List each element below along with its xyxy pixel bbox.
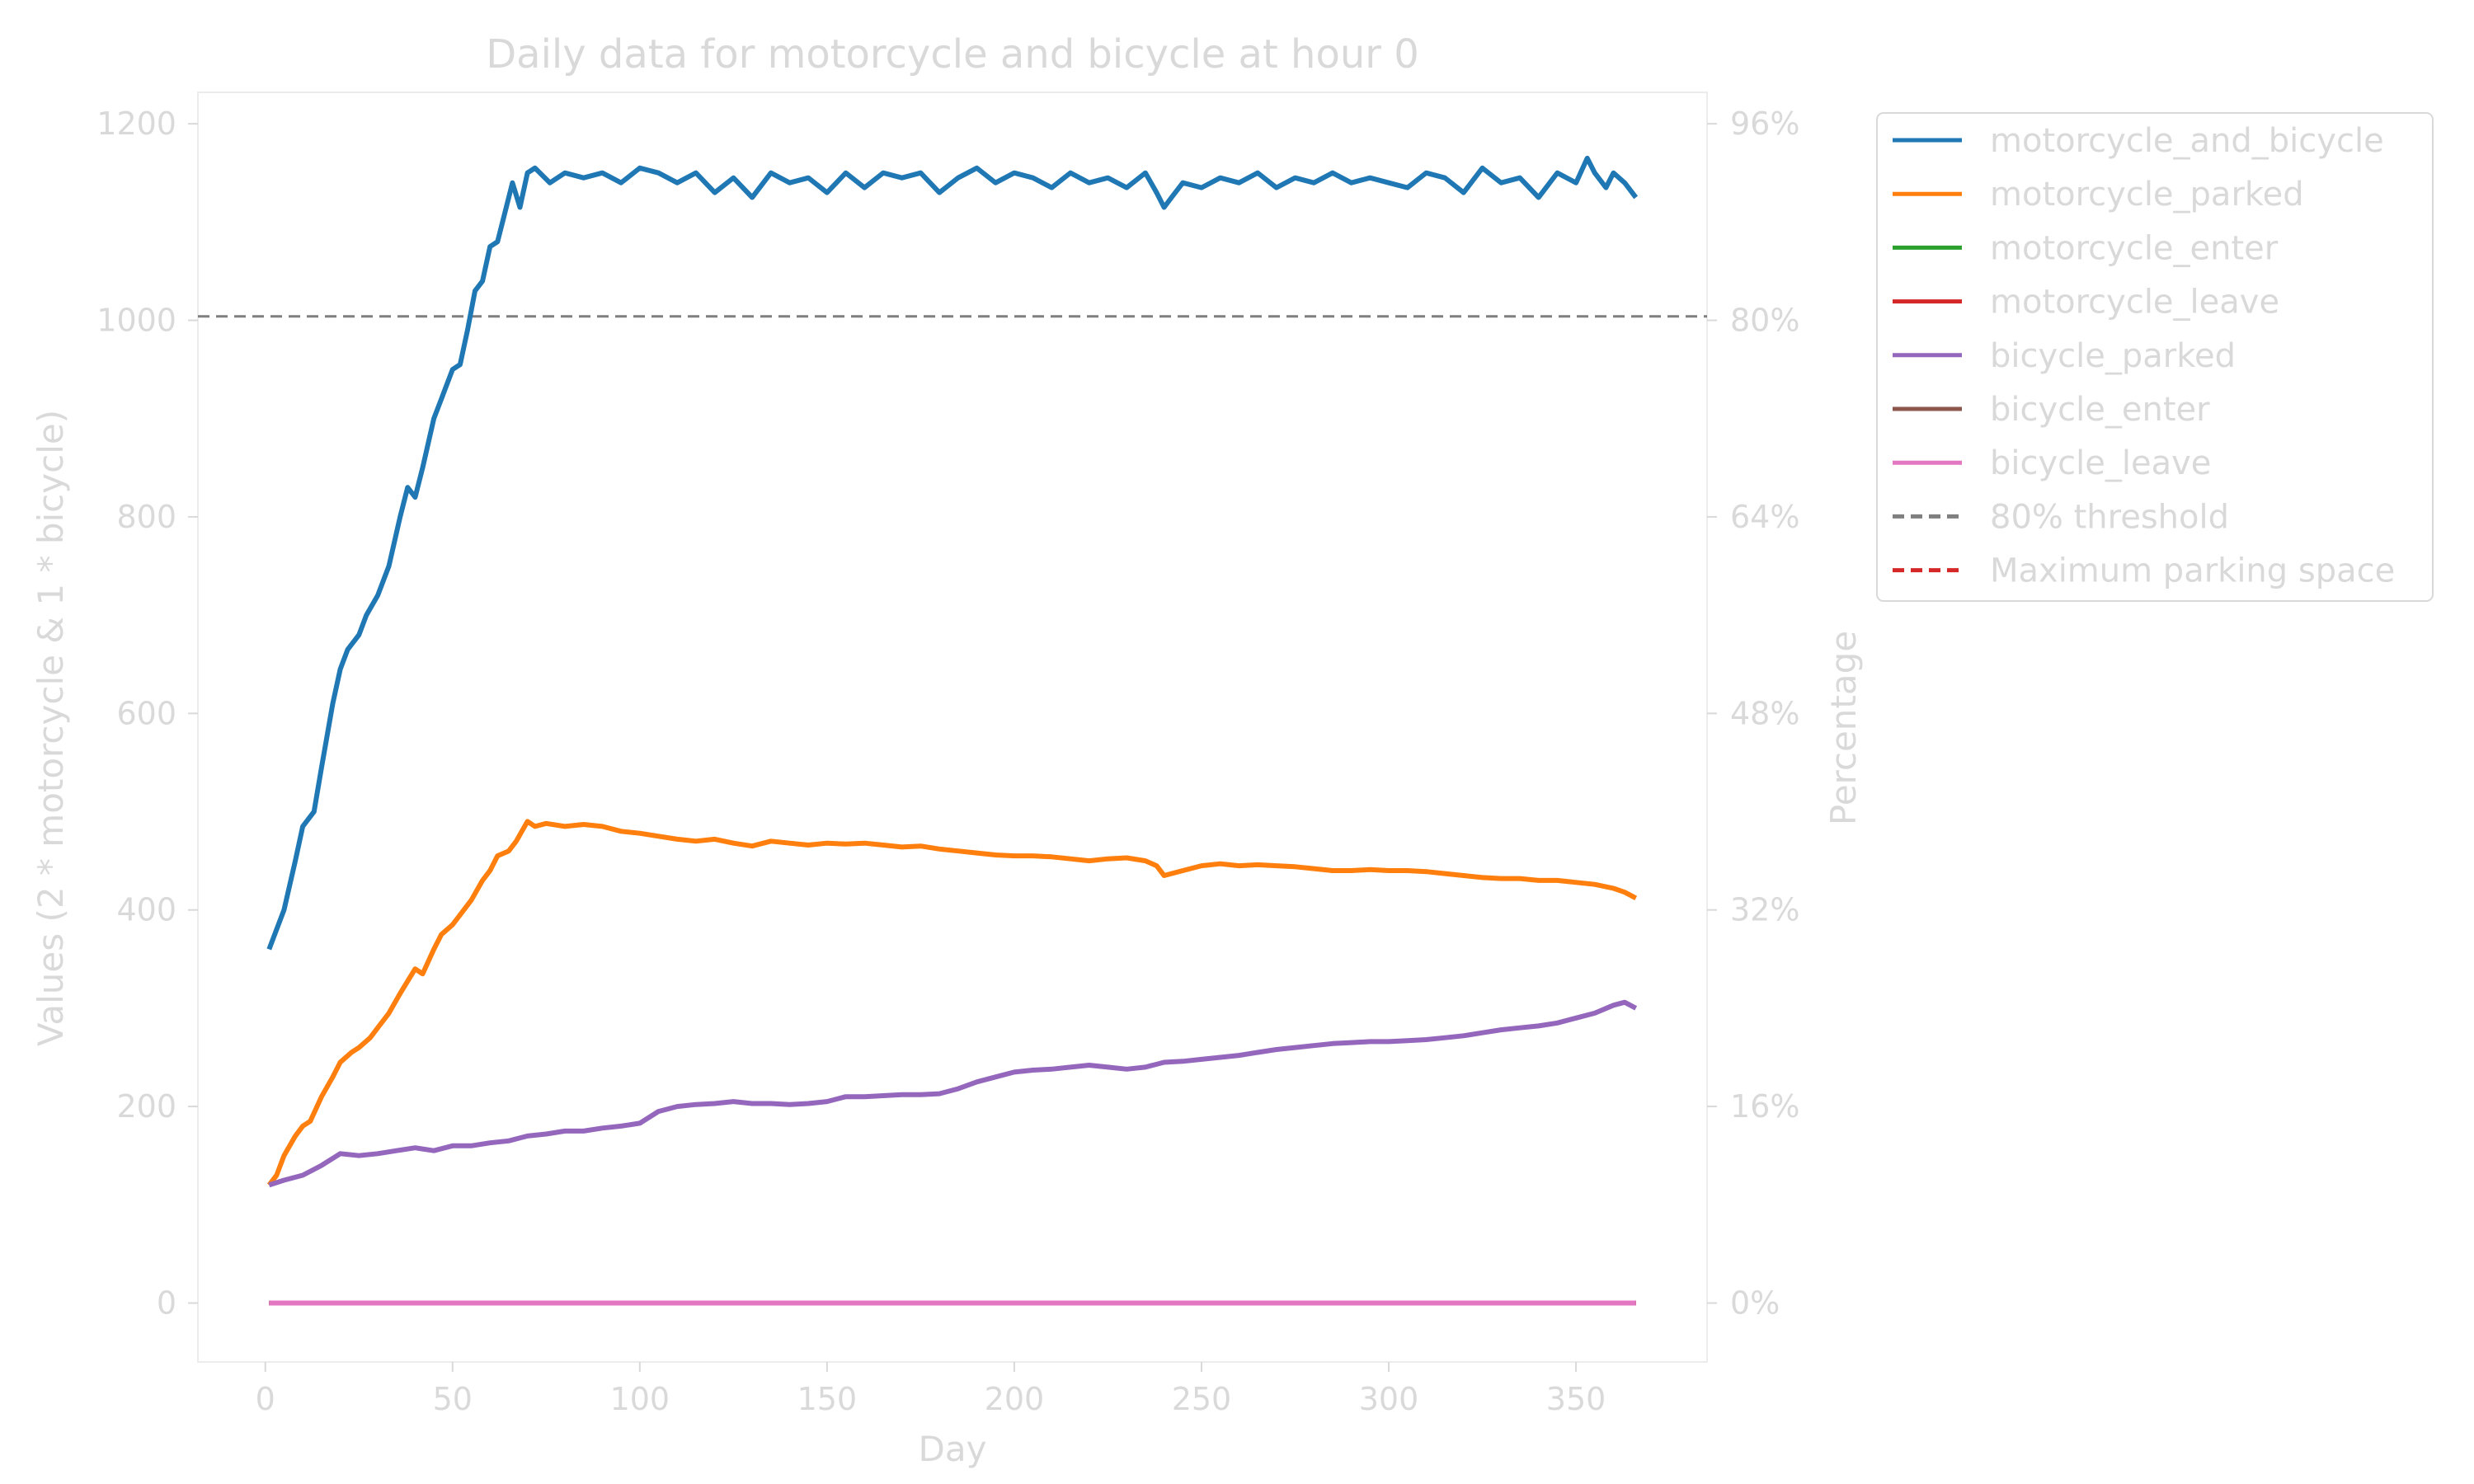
series-line-motorcycle-and-bicycle: [266, 155, 1639, 951]
series-line-motorcycle-parked: [266, 819, 1638, 1187]
legend-frame: [1876, 112, 2434, 602]
x-axis-label: Day: [919, 1429, 987, 1469]
y-tick-label: 1200: [96, 106, 176, 142]
legend-item-bicycle-leave: bicycle_leave: [1893, 444, 2211, 482]
y-tick-label: 600: [116, 695, 176, 731]
legend-item-maximum-parking-space: Maximum parking space: [1893, 552, 2395, 590]
legend: motorcycle_and_bicycle motorcycle_parkedm…: [1876, 112, 2434, 602]
y-tick-label: 400: [116, 892, 176, 928]
y2-tick-label: 32%: [1730, 892, 1799, 928]
y2-axis-label: Percentage: [1823, 631, 1864, 825]
x-tick-label: 350: [1546, 1381, 1606, 1417]
series-line-bicycle-parked: [268, 999, 1638, 1188]
x-tick-label: 50: [433, 1381, 473, 1417]
x-tick-label: 250: [1172, 1381, 1232, 1417]
legend-label: motorcycle_and_bicycle: [1990, 122, 2384, 160]
legend-label: bicycle_parked: [1990, 337, 2236, 375]
legend-label: motorcycle_leave: [1990, 284, 2279, 322]
x-tick-label: 150: [797, 1381, 858, 1417]
legend-label: Maximum parking space: [1990, 552, 2395, 590]
legend-item-bicycle-enter: bicycle_enter: [1893, 391, 2210, 429]
y-axis-label: Values (2 * motorcycle & 1 * bicycle): [31, 410, 71, 1046]
y2-tick-label: 0%: [1730, 1284, 1780, 1321]
y-tick-label: 200: [116, 1088, 176, 1125]
y2-tick-label: 80%: [1730, 303, 1799, 339]
legend-item-motorcycle-leave: motorcycle_leave: [1893, 284, 2279, 322]
y2-tick-label: 96%: [1730, 106, 1799, 142]
legend-label: 80% threshold: [1990, 498, 2229, 536]
legend-item-motorcycle-parked: motorcycle_parked: [1893, 176, 2304, 214]
legend-item-motorcycle-enter: motorcycle_enter: [1893, 229, 2279, 267]
legend-label: motorcycle_parked: [1990, 176, 2304, 214]
plot-area-frame: [197, 92, 1708, 1363]
legend-label: bicycle_leave: [1990, 444, 2211, 482]
legend-item-80-threshold: 80% threshold: [1893, 498, 2229, 536]
x-tick-label: 100: [610, 1381, 670, 1417]
y2-tick-label: 16%: [1730, 1088, 1799, 1125]
axes: 0 50 100 150 200 250 300 350 0 200 400 600 800 1000 12…: [96, 106, 1799, 1417]
legend-item-bicycle-parked: bicycle_parked: [1893, 337, 2236, 375]
y-tick-label: 0: [157, 1284, 176, 1321]
series-lines: [266, 155, 1639, 1306]
y2-tick-label: 64%: [1730, 499, 1799, 535]
x-tick-label: 300: [1359, 1381, 1419, 1417]
y-tick-label: 1000: [96, 303, 176, 339]
y2-tick-label: 48%: [1730, 695, 1799, 731]
y-tick-label: 800: [116, 499, 176, 535]
x-tick-label: 200: [985, 1381, 1045, 1417]
chart-title: Daily data for motorcycle and bicycle at…: [486, 31, 1419, 77]
legend-label: bicycle_enter: [1990, 391, 2210, 429]
legend-item-motorcycle-and-bicycle: motorcycle_and_bicycle: [1893, 122, 2384, 160]
legend-label: motorcycle_enter: [1990, 229, 2279, 267]
x-tick-label: 0: [256, 1381, 275, 1417]
